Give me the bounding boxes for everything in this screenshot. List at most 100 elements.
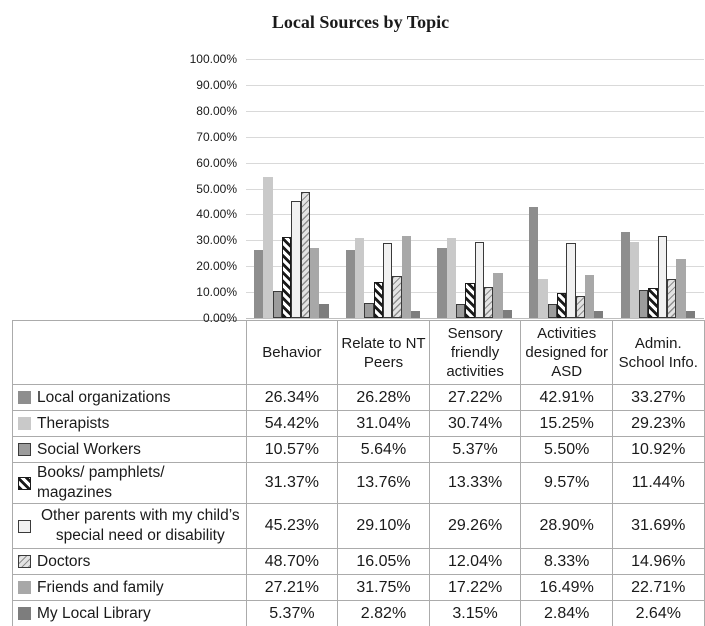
legend-swatch-friends-and-family [18,581,31,594]
value-books-pamphlets-magazines-activities-designed-for-asd: 9.57% [520,462,613,504]
category-header-row: Behavior Relate to NT Peers Sensory friend… [12,320,705,385]
value-books-pamphlets-magazines-admin-school-info: 11.44% [611,462,705,504]
bar-doctors-relate-to-nt-peers [392,276,402,318]
bar-social-workers-behavior [272,290,283,318]
value-books-pamphlets-magazines-sensory-friendly-activities: 13.33% [428,462,522,504]
series-label-cell: Friends and family [12,574,247,601]
bar-doctors-activities-designed-for-asd [575,296,585,318]
y-axis-tick-label: 10.00% [196,285,237,300]
value-other-parents-with-my-child-s-special-need-or-disability-behavior: 45.23% [245,503,339,549]
value-social-workers-sensory-friendly-activities: 5.37% [428,436,522,463]
bar-friends-and-family-relate-to-nt-peers [401,235,411,318]
table-row-other-parents-with-my-child-s-special-need-or-disability: Other parents with my child’s special ne… [12,503,705,549]
value-local-organizations-sensory-friendly-activities: 27.22% [428,384,522,411]
value-social-workers-activities-designed-for-asd: 5.50% [520,436,613,463]
bar-books-pamphlets-magazines-behavior [282,236,292,318]
bar-therapists-behavior [263,177,273,318]
bar-social-workers-relate-to-nt-peers [364,303,374,318]
bar-therapists-sensory-friendly-activities [446,238,456,318]
value-books-pamphlets-magazines-behavior: 31.37% [245,462,339,504]
value-therapists-activities-designed-for-asd: 15.25% [520,410,613,437]
gridline [245,59,704,60]
value-my-local-library-activities-designed-for-asd: 2.84% [520,600,613,626]
value-friends-and-family-relate-to-nt-peers: 31.75% [337,574,430,601]
bar-friends-and-family-sensory-friendly-activities [493,273,503,318]
value-books-pamphlets-magazines-relate-to-nt-peers: 13.76% [337,462,430,504]
value-social-workers-relate-to-nt-peers: 5.64% [337,436,430,463]
category-header-behavior: Behavior [245,320,339,385]
value-therapists-sensory-friendly-activities: 30.74% [428,410,522,437]
bar-books-pamphlets-magazines-activities-designed-for-asd [556,293,567,318]
category-header-admin-school-info: Admin. School Info. [611,320,705,385]
y-axis-tick-label: 90.00% [196,77,237,92]
y-axis-tick-label: 40.00% [196,207,237,222]
table-row-social-workers: Social Workers 10.57% 5.64% 5.37% 5.50% 10.92… [12,436,705,463]
bar-friends-and-family-admin-school-info [676,259,686,318]
bar-social-workers-admin-school-info [639,289,649,318]
legend-swatch-therapists [18,417,31,430]
bar-doctors-admin-school-info [667,279,677,318]
table-row-books-pamphlets-magazines: Books/ pamphlets/ magazines 31.37% 13.76% 1… [12,462,705,504]
legend-swatch-books-pamphlets-magazines [18,476,31,490]
chart-title: Local Sources by Topic [271,12,450,32]
x-axis-line [245,318,704,319]
bar-friends-and-family-activities-designed-for-asd [584,275,595,318]
gridline [245,84,704,86]
y-axis-tick-label: 60.00% [196,155,237,170]
bar-social-workers-activities-designed-for-asd [547,303,557,318]
table-row-friends-and-family: Friends and family 27.21% 31.75% 17.22% 16.4… [12,574,705,601]
value-other-parents-with-my-child-s-special-need-or-disability-activities-designed-for-asd: 28.90% [520,503,613,549]
bar-other-parents-with-my-child-s-special-need-or-disability-activities-designed-for-asd [566,243,576,318]
series-label: Friends and family [37,578,164,596]
legend-swatch-social-workers [18,443,31,456]
legend-swatch-local-organizations [18,391,31,404]
series-label: Local organizations [37,388,171,406]
value-doctors-activities-designed-for-asd: 8.33% [520,548,613,575]
y-axis-tick-label: 0.00% [202,311,237,325]
legend-swatch-my-local-library [18,607,31,620]
value-other-parents-with-my-child-s-special-need-or-disability-relate-to-nt-peers: 29.10% [337,503,430,549]
series-label: Books/ pamphlets/ magazines [37,464,165,501]
value-friends-and-family-activities-designed-for-asd: 16.49% [520,574,613,601]
y-axis-tick-label: 50.00% [196,181,237,196]
value-other-parents-with-my-child-s-special-need-or-disability-admin-school-info: 31.69% [611,503,705,549]
value-therapists-behavior: 54.42% [245,410,339,437]
y-axis-tick-label: 100.00% [189,52,237,66]
series-label-cell: My Local Library [12,600,247,626]
bar-therapists-activities-designed-for-asd [538,278,548,318]
category-header-sensory-friendly-activities: Sensory friendly activities [428,320,522,385]
series-label: Social Workers [37,440,141,458]
gridline [245,188,704,190]
series-label: Doctors [37,552,91,570]
bar-local-organizations-activities-designed-for-asd [528,206,539,318]
bar-friends-and-family-behavior [310,247,320,318]
gridline [245,110,704,112]
value-therapists-admin-school-info: 29.23% [611,410,705,437]
value-local-organizations-activities-designed-for-asd: 42.91% [520,384,613,411]
bar-therapists-admin-school-info [629,242,640,318]
legend-swatch-doctors [18,555,31,568]
category-header-activities-designed-for-asd: Activities designed for ASD [520,320,613,385]
value-local-organizations-behavior: 26.34% [245,384,339,411]
bar-books-pamphlets-magazines-sensory-friendly-activities [465,283,475,318]
data-table: Behavior Relate to NT Peers Sensory friend… [12,320,705,626]
series-label-cell: Social Workers [12,436,247,463]
value-my-local-library-admin-school-info: 2.64% [611,600,705,626]
bar-my-local-library-behavior [319,304,329,318]
bar-therapists-relate-to-nt-peers [355,237,365,318]
bar-local-organizations-sensory-friendly-activities [437,247,447,318]
value-my-local-library-behavior: 5.37% [245,600,339,626]
bar-local-organizations-relate-to-nt-peers [345,249,355,318]
value-doctors-relate-to-nt-peers: 16.05% [337,548,430,575]
value-doctors-admin-school-info: 14.96% [611,548,705,575]
y-axis-tick-label: 20.00% [196,259,237,274]
bar-local-organizations-admin-school-info [620,231,630,318]
value-my-local-library-relate-to-nt-peers: 2.82% [337,600,430,626]
value-my-local-library-sensory-friendly-activities: 3.15% [428,600,522,626]
category-header-relate-to-nt-peers: Relate to NT Peers [337,320,430,385]
bar-other-parents-with-my-child-s-special-need-or-disability-behavior [291,200,301,318]
bar-my-local-library-relate-to-nt-peers [410,310,421,318]
bar-other-parents-with-my-child-s-special-need-or-disability-admin-school-info [657,235,668,318]
series-label-cell: Therapists [12,410,247,437]
value-social-workers-admin-school-info: 10.92% [611,436,705,463]
